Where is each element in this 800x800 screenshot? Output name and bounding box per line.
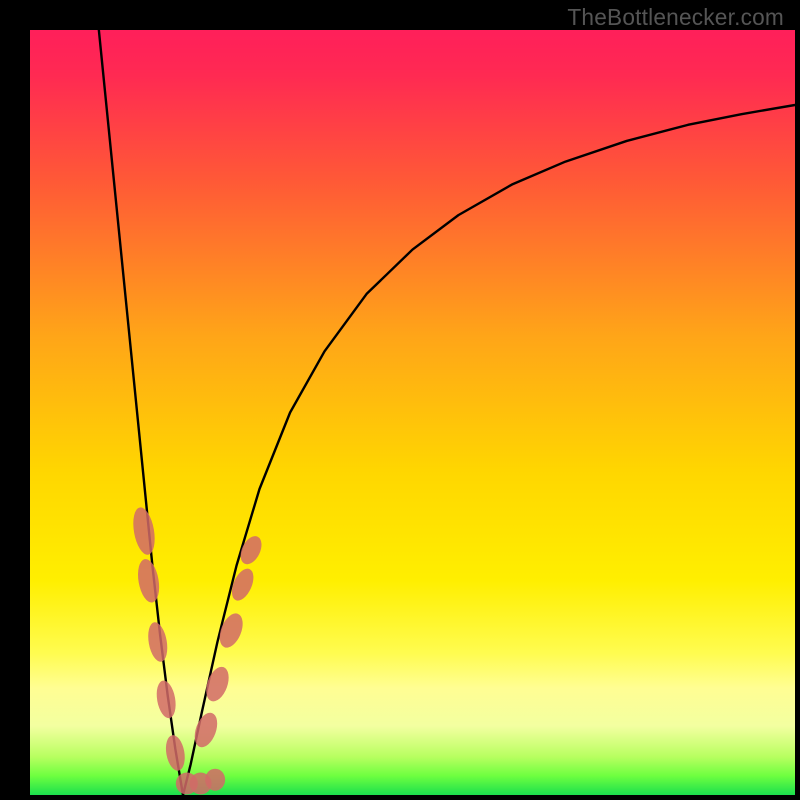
marker-blob [205, 769, 225, 791]
bottleneck-chart [0, 0, 800, 800]
plot-background [30, 30, 795, 795]
chart-stage: TheBottlenecker.com [0, 0, 800, 800]
attribution-text: TheBottlenecker.com [567, 4, 784, 31]
